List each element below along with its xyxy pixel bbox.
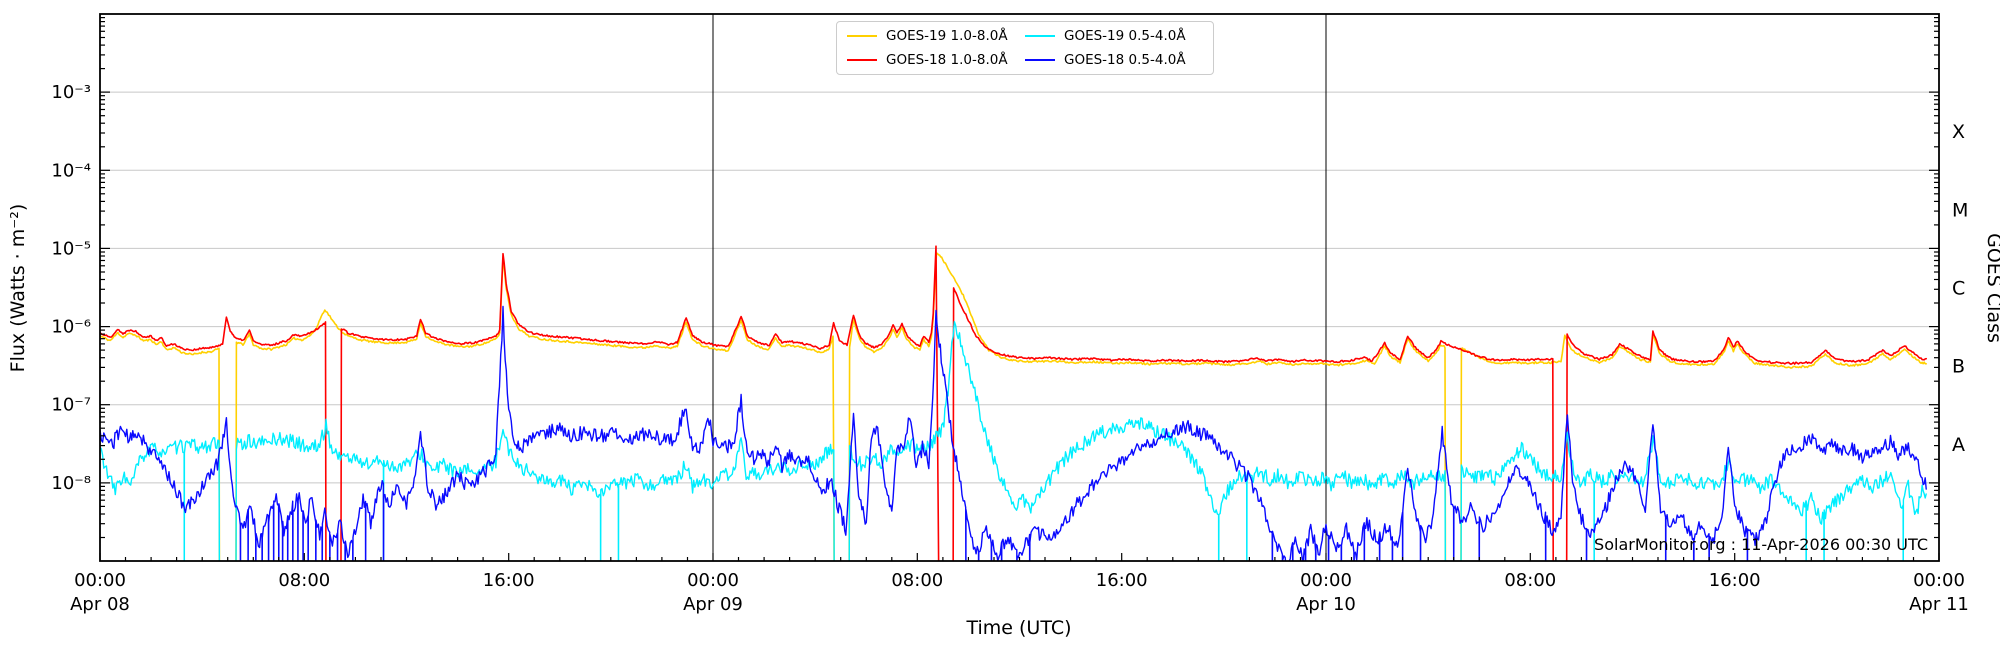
series-GOES-18 0.5-4.0Å [100,305,1927,561]
x-tick-label: 16:00 [1709,570,1761,591]
x-day-label: Apr 09 [683,594,743,615]
legend-item-goes18-long: GOES-18 1.0-8.0Å [847,52,1025,68]
class-label-B: B [1952,356,1965,378]
series-GOES-19 1.0-8.0Å [100,252,1927,561]
watermark-text: SolarMonitor.org : 11-Apr-2026 00:30 UTC [1594,535,1928,554]
class-label-C: C [1952,278,1965,300]
x-day-label: Apr 10 [1296,594,1356,615]
x-tick-label: 00:00 [1300,570,1352,591]
goes-class-letters: X M C B A [1952,121,1968,456]
class-label-M: M [1952,199,1968,221]
gridlines [100,91,1939,484]
frame-rect [99,13,1940,562]
x-tick-label: 08:00 [891,570,943,591]
y-tick-label: 10⁻⁸ [51,473,91,494]
plot-frame [99,13,1940,562]
y-tick-label: 10⁻⁵ [51,238,91,259]
class-label-X: X [1952,121,1965,143]
y-tick-labels: 10⁻³ 10⁻⁴ 10⁻⁵ 10⁻⁶ 10⁻⁷ 10⁻⁸ [51,82,91,494]
series-GOES-19 0.5-4.0Å [100,321,1927,561]
series-GOES-18 1.0-8.0Å [100,245,1927,561]
x-tick-label: 00:00 [687,570,739,591]
legend-line-swatch [847,59,877,61]
right-axis-label: GOES Class [1983,233,2000,343]
x-tick-label: 08:00 [1504,570,1556,591]
legend-line-swatch [1025,35,1055,37]
legend-item-goes19-short: GOES-19 0.5-4.0Å [1025,28,1203,44]
x-tick-labels: 00:00 Apr 08 08:00 16:00 00:00 Apr 09 08:00 16:… [70,570,1969,615]
x-day-label: Apr 11 [1909,594,1969,615]
axis-ticks [99,17,1940,561]
legend-line-swatch [847,35,877,37]
y-tick-label: 10⁻³ [51,82,91,103]
y-tick-label: 10⁻⁴ [51,160,91,181]
legend-item-label: GOES-19 0.5-4.0Å [1064,28,1186,44]
x-tick-label: 16:00 [483,570,535,591]
legend-item-label: GOES-18 1.0-8.0Å [886,52,1008,68]
flux-series [100,245,1927,561]
y-tick-label: 10⁻⁷ [51,395,91,416]
y-axis-label: Flux (Watts · m⁻²) [7,204,29,373]
x-day-label: Apr 08 [70,594,130,615]
legend-item-label: GOES-19 1.0-8.0Å [886,28,1008,44]
y-tick-label: 10⁻⁶ [51,317,91,338]
x-tick-label: 00:00 [74,570,126,591]
class-label-A: A [1952,434,1965,456]
day-boundary-lines [712,14,1327,561]
x-axis-label: Time (UTC) [965,617,1071,639]
legend-item-goes19-long: GOES-19 1.0-8.0Å [847,28,1025,44]
legend-item-label: GOES-18 0.5-4.0Å [1064,52,1186,68]
legend-item-goes18-short: GOES-18 0.5-4.0Å [1025,52,1203,68]
legend-line-swatch [1025,59,1055,61]
x-tick-label: 00:00 [1913,570,1965,591]
x-tick-label: 16:00 [1096,570,1148,591]
x-tick-label: 08:00 [278,570,330,591]
legend: GOES-19 1.0-8.0Å GOES-18 1.0-8.0Å GOES-1… [836,21,1214,75]
